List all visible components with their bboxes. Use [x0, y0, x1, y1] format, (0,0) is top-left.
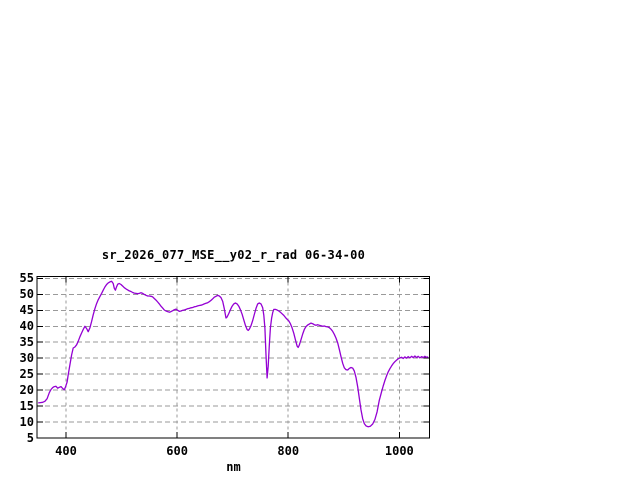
y-tick-label: 55: [19, 270, 34, 285]
y-tick-label: 5: [26, 430, 34, 445]
y-tick-label: 45: [19, 302, 34, 317]
y-tick-label: 50: [19, 286, 34, 301]
x-tick-label: 800: [277, 444, 300, 458]
y-tick-label: 40: [19, 318, 34, 333]
x-axis-label: nm: [226, 460, 241, 474]
y-tick-label: 30: [19, 350, 34, 365]
y-tick-label: 25: [19, 366, 34, 381]
y-tick-label: 15: [19, 398, 34, 413]
x-tick-label: 400: [55, 444, 77, 458]
plot-border: [36, 276, 430, 439]
spectrum-line: [38, 280, 429, 428]
chart-title: sr_2026_077_MSE__y02_r_rad 06-34-00: [101, 248, 366, 262]
y-tick-label: 35: [19, 334, 34, 349]
y-tick-label: 20: [19, 382, 34, 397]
x-tick-label: 1000: [384, 444, 414, 458]
y-tick-label: 10: [19, 414, 34, 429]
x-tick-label: 600: [166, 444, 188, 458]
